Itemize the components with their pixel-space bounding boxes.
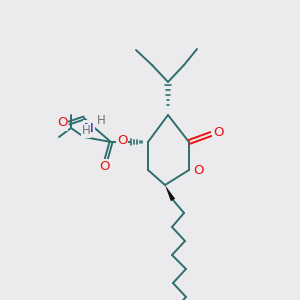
Text: H: H [82,124,90,137]
Text: O: O [213,127,223,140]
Text: N: N [84,122,94,134]
Text: O: O [57,116,67,130]
Polygon shape [165,185,175,201]
Text: O: O [193,164,203,178]
Text: H: H [97,113,105,127]
Text: O: O [117,134,127,148]
Text: O: O [99,160,109,173]
